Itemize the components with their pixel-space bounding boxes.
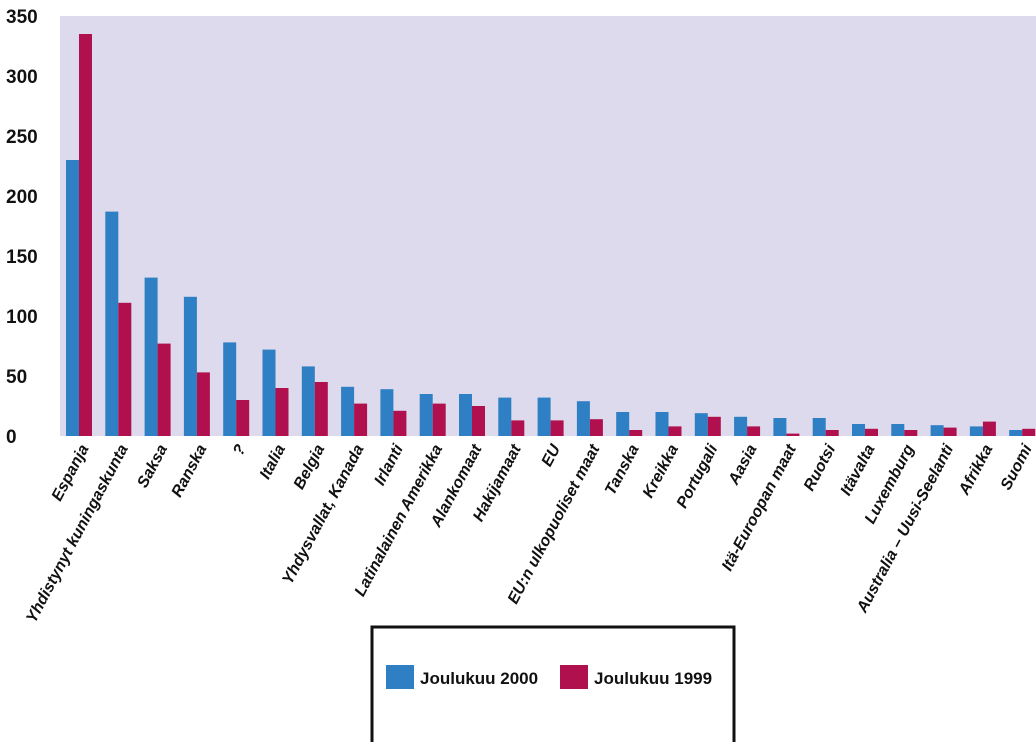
x-category-label: Saksa <box>134 442 171 491</box>
y-tick-label: 200 <box>6 187 38 208</box>
bar-2000 <box>420 394 433 436</box>
bar-2000 <box>380 389 393 436</box>
x-category-label: Itävalta <box>838 442 879 499</box>
x-category-label: Aasia <box>725 442 761 489</box>
bar-2000 <box>459 394 472 436</box>
x-category-label: Ruotsi <box>801 441 840 493</box>
y-tick-label: 100 <box>6 307 38 328</box>
bar-2000 <box>145 278 158 436</box>
legend-swatch-2000 <box>386 665 414 689</box>
bar-1999 <box>551 420 564 436</box>
bar-2000 <box>538 398 551 436</box>
bar-2000 <box>66 160 79 436</box>
bar-2000 <box>498 398 511 436</box>
bar-1999 <box>158 344 171 436</box>
bar-1999 <box>747 426 760 436</box>
bar-2000 <box>656 412 669 436</box>
legend-swatch-1999 <box>560 665 588 689</box>
bar-2000 <box>970 426 983 436</box>
bar-1999 <box>629 430 642 436</box>
bar-1999 <box>276 388 289 436</box>
bar-2000 <box>773 418 786 436</box>
bar-2000 <box>263 350 276 436</box>
bar-2000 <box>302 366 315 436</box>
bar-1999 <box>865 429 878 436</box>
bar-1999 <box>315 382 328 436</box>
bar-2000 <box>616 412 629 436</box>
y-tick-label: 50 <box>6 367 27 388</box>
x-category-label: Italia <box>257 442 289 482</box>
bar-1999 <box>354 404 367 436</box>
bar-1999 <box>118 303 131 436</box>
bar-1999 <box>944 428 957 436</box>
bar-2000 <box>891 424 904 436</box>
y-tick-label: 300 <box>6 67 38 88</box>
x-category-label: Suomi <box>998 441 1036 493</box>
bar-2000 <box>341 387 354 436</box>
bar-1999 <box>590 419 603 436</box>
bar-1999 <box>79 34 92 436</box>
y-axis: 0 50 100 150 200 250 300 350 <box>6 7 38 448</box>
bar-2000 <box>813 418 826 436</box>
legend: Joulukuu 2000 Joulukuu 1999 <box>372 627 734 742</box>
x-category-label: Tanska <box>602 442 643 498</box>
bar-1999 <box>708 417 721 436</box>
bar-2000 <box>852 424 865 436</box>
bar-1999 <box>472 406 485 436</box>
y-tick-label: 0 <box>6 427 17 448</box>
y-tick-label: 250 <box>6 127 38 148</box>
bar-2000 <box>734 417 747 436</box>
bar-2000 <box>931 425 944 436</box>
x-category-label: ? <box>230 442 250 459</box>
legend-label-1999: Joulukuu 1999 <box>594 669 712 688</box>
x-category-label: Belgia <box>291 442 329 492</box>
x-category-label: Kreikka <box>640 442 682 501</box>
y-tick-label: 350 <box>6 7 38 28</box>
x-category-label: Itä-Euroopan maat <box>719 441 800 574</box>
bar-1999 <box>983 422 996 436</box>
bar-1999 <box>236 400 249 436</box>
bar-1999 <box>786 434 799 436</box>
bar-1999 <box>826 430 839 436</box>
bar-2000 <box>105 212 118 436</box>
bar-1999 <box>393 411 406 436</box>
bar-1999 <box>197 372 210 436</box>
bar-1999 <box>904 430 917 436</box>
bar-1999 <box>1022 429 1035 436</box>
x-category-label: Espanja <box>49 442 93 504</box>
x-category-label: EU <box>539 442 565 470</box>
x-category-label: Afrikka <box>955 442 996 499</box>
x-category-label: Yhdysvallat, Kanada <box>280 442 368 587</box>
y-tick-label: 150 <box>6 247 38 268</box>
bar-1999 <box>433 404 446 436</box>
bar-1999 <box>511 420 524 436</box>
x-category-label: Irlanti <box>371 441 407 488</box>
bar-2000 <box>695 413 708 436</box>
bar-2000 <box>223 342 236 436</box>
legend-label-2000: Joulukuu 2000 <box>420 669 538 688</box>
bar-2000 <box>184 297 197 436</box>
bar-2000 <box>577 401 590 436</box>
x-category-label: Ranska <box>169 442 211 500</box>
bar-2000 <box>1009 430 1022 436</box>
bar-1999 <box>669 426 682 436</box>
